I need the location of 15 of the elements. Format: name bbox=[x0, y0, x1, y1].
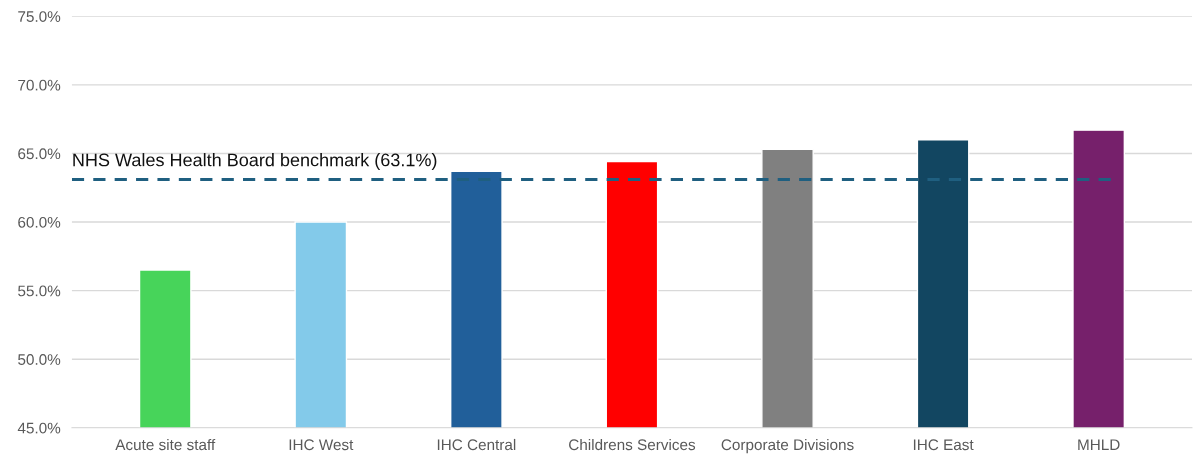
y-tick-label: 65.0% bbox=[18, 148, 61, 160]
y-tick-label: 70.0% bbox=[18, 79, 61, 91]
y-tick-label: 60.0% bbox=[18, 216, 61, 228]
x-tick-label: Childrens Services bbox=[569, 438, 696, 451]
ref-line-label: NHS Wales Health Board benchmark (63.1%) bbox=[73, 153, 437, 170]
x-tick-label: IHC East bbox=[913, 439, 974, 451]
y-tick-label: 50.0% bbox=[18, 354, 61, 365]
y-tick-label: 55.0% bbox=[18, 285, 61, 297]
x-tick-label: MHLD bbox=[1078, 439, 1120, 450]
x-tick-label: Acute site staff bbox=[115, 438, 216, 451]
x-tick-label: Corporate Divisions bbox=[721, 438, 854, 454]
y-tick-label: 45.0% bbox=[17, 422, 61, 434]
y-tick-label: 75.0% bbox=[18, 11, 61, 22]
x-tick-label: IHC Central bbox=[437, 438, 516, 451]
x-tick-label: IHC West bbox=[289, 439, 354, 451]
